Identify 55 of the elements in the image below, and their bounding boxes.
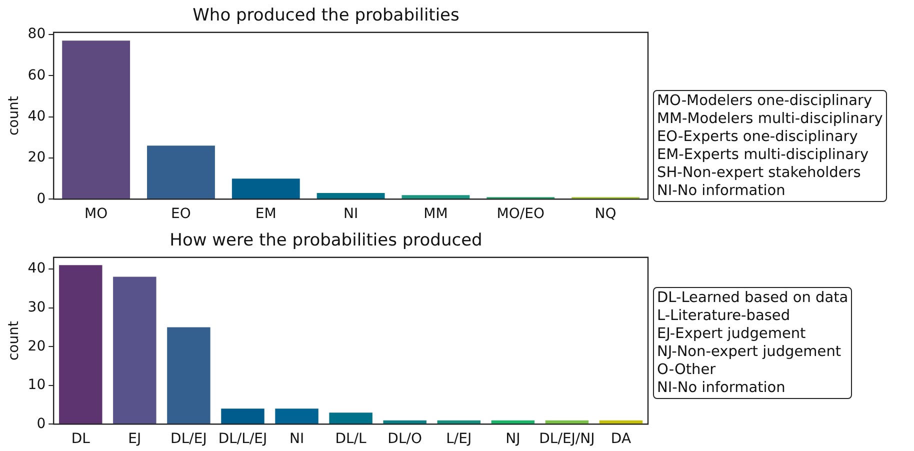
bar xyxy=(232,178,300,199)
y-axis-title: count xyxy=(6,96,22,136)
bar xyxy=(316,193,385,199)
y-tick-label: 0 xyxy=(36,190,46,207)
bar xyxy=(402,195,470,199)
text: EJ-Expert judgement xyxy=(657,325,807,343)
x-tick-label: MO/EO xyxy=(496,206,544,222)
y-tick-label: 30 xyxy=(28,299,46,316)
text: DL-Learned based on data xyxy=(657,289,848,307)
bar xyxy=(59,265,102,424)
bar xyxy=(275,408,318,424)
y-tick-label: 80 xyxy=(28,26,46,42)
bar xyxy=(147,146,215,199)
y-tick-label: 60 xyxy=(28,67,46,84)
text: NI-No information xyxy=(657,379,786,397)
chart-title: How were the probabilities produced xyxy=(170,230,482,251)
text: SH-Non-expert stakeholders xyxy=(657,164,862,182)
x-tick-label: DL/EJ xyxy=(170,431,207,448)
x-tick-label: DL/EJ/NJ xyxy=(539,431,595,448)
text: MM-Modelers multi-disciplinary xyxy=(657,110,883,128)
bar xyxy=(62,40,130,199)
bar xyxy=(113,276,156,424)
x-tick-label: NJ xyxy=(506,431,520,448)
x-tick-label: L/EJ xyxy=(446,431,472,448)
x-tick-label: EO xyxy=(171,206,191,222)
text: NI-No information xyxy=(657,182,786,200)
x-tick-label: EJ xyxy=(128,431,142,448)
y-tick-label: 20 xyxy=(28,338,46,354)
x-tick-label: NI xyxy=(289,431,304,448)
chart-title: Who produced the probabilities xyxy=(192,6,460,26)
x-tick-label: EM xyxy=(255,206,276,222)
y-tick-label: 40 xyxy=(28,108,46,124)
x-tick-label: DA xyxy=(610,431,632,448)
x-tick-label: DL/L/EJ xyxy=(218,431,268,448)
x-tick-label: NI xyxy=(344,206,358,222)
x-tick-label: NQ xyxy=(594,206,616,222)
x-tick-label: MM xyxy=(424,206,448,222)
y-tick-label: 20 xyxy=(28,150,46,166)
bar xyxy=(221,408,264,424)
x-tick-label: DL/O xyxy=(388,431,422,448)
x-tick-label: DL xyxy=(71,431,90,448)
text: MO-Modelers one-disciplinary xyxy=(657,92,874,110)
bar xyxy=(329,412,372,424)
text: EM-Experts multi-disciplinary xyxy=(657,146,870,164)
y-tick-label: 0 xyxy=(36,416,46,432)
bar xyxy=(167,327,210,424)
y-axis-title: count xyxy=(6,320,22,361)
y-tick-label: 10 xyxy=(28,377,46,394)
x-tick-label: MO xyxy=(84,206,108,222)
text: L-Literature-based xyxy=(657,307,792,325)
text: NJ-Non-expert judgement xyxy=(657,343,842,361)
text: EO-Experts one-disciplinary xyxy=(657,128,859,146)
y-tick-label: 40 xyxy=(28,260,46,277)
text: O-Other xyxy=(657,361,717,379)
x-tick-label: DL/L xyxy=(335,431,367,448)
